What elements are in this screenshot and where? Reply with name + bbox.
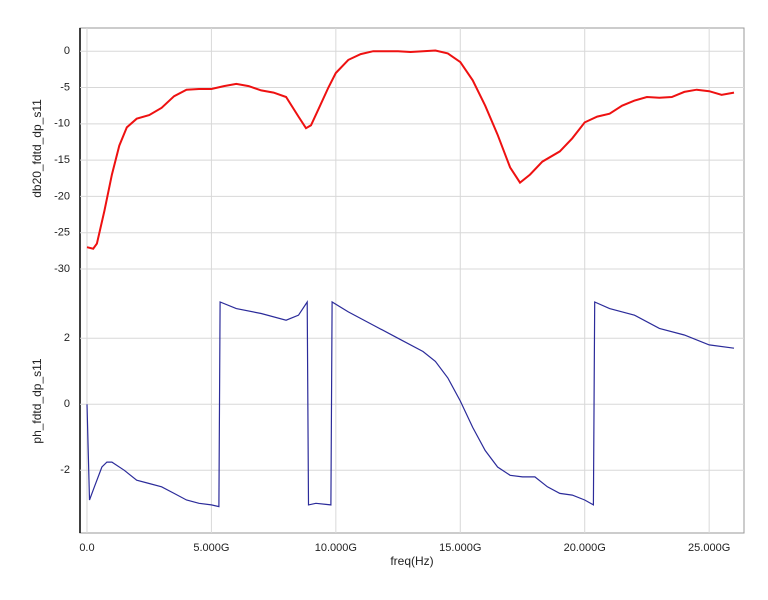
plot-frame xyxy=(79,27,745,534)
y-axis-label: ph_fdtd_dp_s11 xyxy=(30,358,44,444)
x-tick-label: 20.000G xyxy=(564,542,606,554)
x-tick-label: 5.000G xyxy=(193,542,229,554)
x-tick-label: 0.0 xyxy=(79,542,94,554)
x-tick-label: 15.000G xyxy=(439,542,481,554)
y-tick-label: -5 xyxy=(60,81,70,93)
x-tick-label: 10.000G xyxy=(315,542,357,554)
y-tick-label: -15 xyxy=(54,154,70,166)
y-tick-label: -10 xyxy=(54,118,70,130)
y-axis-label: db20_fdtd_dp_s11 xyxy=(30,99,44,198)
y-tick-label: -30 xyxy=(54,263,70,275)
y-tick-label: 2 xyxy=(64,332,70,344)
y-tick-label: -2 xyxy=(60,464,70,476)
y-tick-label: -25 xyxy=(54,227,70,239)
y-tick-label: 0 xyxy=(64,398,70,410)
x-axis-label: freq(Hz) xyxy=(390,554,433,568)
y-tick-label: 0 xyxy=(64,45,70,57)
data-line xyxy=(86,300,735,508)
y-tick-label: -20 xyxy=(54,190,70,202)
data-line xyxy=(86,49,735,250)
x-tick-label: 25.000G xyxy=(688,542,730,554)
